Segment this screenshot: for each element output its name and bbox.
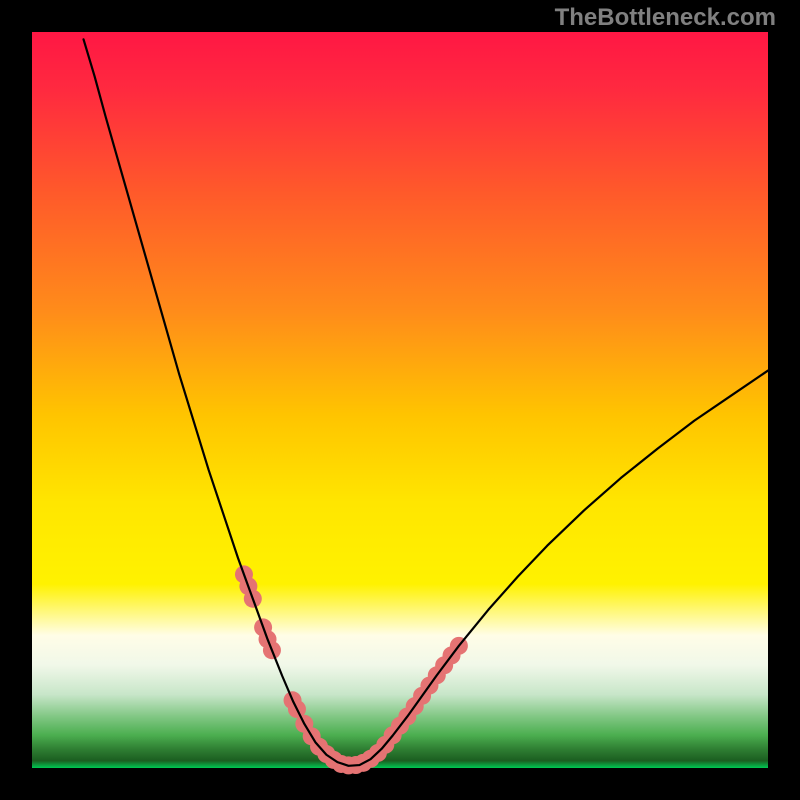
watermark-text: TheBottleneck.com — [555, 4, 776, 32]
bottleneck-chart — [0, 0, 800, 800]
plot-background — [32, 32, 768, 768]
chart-frame: TheBottleneck.com — [0, 0, 800, 800]
